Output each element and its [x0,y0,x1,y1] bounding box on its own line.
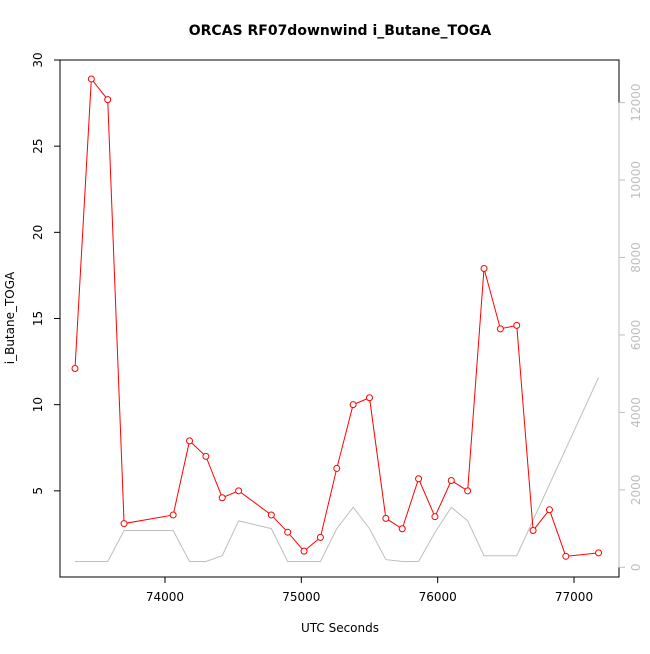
y2-tick-label: 6000 [629,320,643,351]
data-point [87,75,95,83]
y-tick-label: 20 [31,225,45,240]
data-point [120,520,128,528]
y-tick-label: 10 [31,397,45,412]
data-point [202,452,210,460]
data-point [545,506,553,514]
x-tick-label: 75000 [282,590,320,604]
x-tick-label: 77000 [555,590,593,604]
data-point [529,526,537,534]
y-tick-label: 15 [31,311,45,326]
series-layer [71,75,603,563]
data-point [218,494,226,502]
data-point [464,487,472,495]
y-tick-label: 5 [31,487,45,495]
y2-tick-label: 12000 [629,84,643,122]
x-axis-label: UTC Seconds [301,621,379,635]
data-point [496,325,504,333]
data-point [382,514,390,522]
y2-tick-label: 0 [629,563,643,571]
y2-tick-label: 4000 [629,397,643,428]
data-point [513,321,521,329]
y-tick-label: 25 [31,139,45,154]
data-point [71,364,79,372]
data-point [104,96,112,104]
data-point [333,464,341,472]
data-point [595,549,603,557]
y-tick-label: 30 [31,52,45,67]
data-point [169,511,177,519]
data-point [284,528,292,536]
plot-frame [59,59,620,578]
y2-tick-label: 2000 [629,475,643,506]
data-point [365,394,373,402]
data-point [235,487,243,495]
chart-title: ORCAS RF07downwind i_Butane_TOGA [189,23,492,39]
y2-tick-label: 10000 [629,161,643,199]
data-point [186,437,194,445]
y-axis-label: i_Butane_TOGA [3,271,17,364]
x-tick-label: 74000 [146,590,184,604]
data-point [562,552,570,560]
data-point [447,476,455,484]
secondary-series-line [74,377,600,563]
y2-tick-label: 8000 [629,242,643,273]
data-point [300,547,308,555]
data-point [398,525,406,533]
data-point [349,401,357,409]
primary-series-line [74,77,599,557]
data-point [415,475,423,483]
data-point [480,265,488,273]
x-tick-label: 76000 [419,590,457,604]
data-point [316,533,324,541]
axes-layer: 74000 75000 76000 77000 5 10 15 20 25 30 0 2000 4000… [31,52,643,604]
data-point [431,513,439,521]
data-point [267,511,275,519]
